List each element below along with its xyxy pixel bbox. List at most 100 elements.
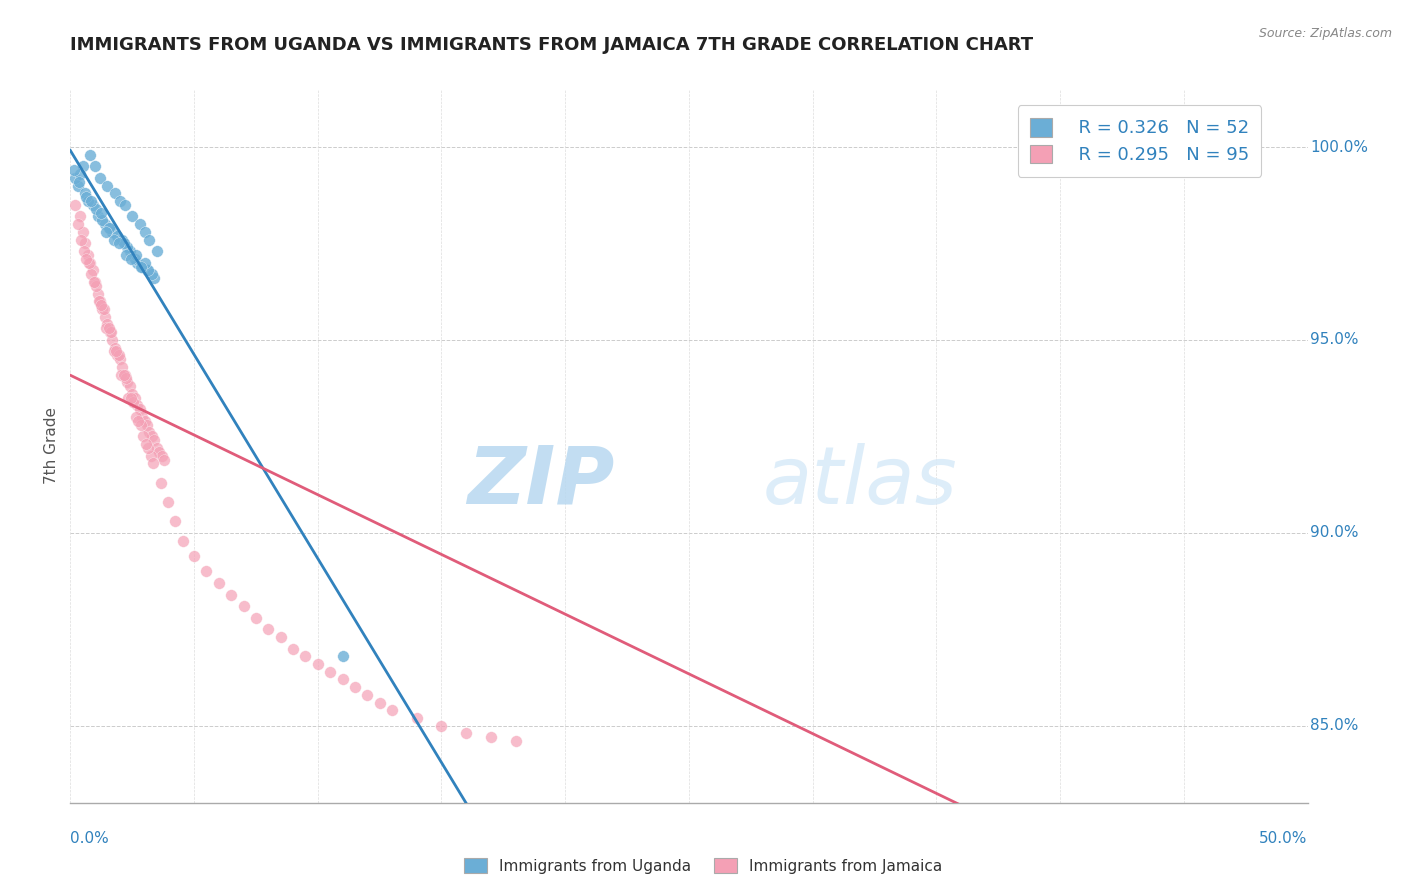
Point bbox=[129, 417, 152, 432]
Point bbox=[65, 170, 87, 185]
Point bbox=[307, 657, 329, 671]
Point bbox=[139, 449, 162, 463]
Point bbox=[76, 248, 98, 262]
Point bbox=[142, 456, 165, 470]
Text: 95.0%: 95.0% bbox=[1310, 333, 1358, 347]
Point bbox=[100, 325, 122, 339]
Point bbox=[112, 236, 135, 251]
Point bbox=[245, 610, 267, 624]
Point bbox=[96, 318, 118, 332]
Point bbox=[131, 260, 153, 274]
Point bbox=[103, 233, 125, 247]
Point bbox=[319, 665, 342, 679]
Point bbox=[72, 159, 94, 173]
Legend: Immigrants from Uganda, Immigrants from Jamaica: Immigrants from Uganda, Immigrants from … bbox=[457, 852, 949, 880]
Point bbox=[143, 434, 166, 448]
Text: 90.0%: 90.0% bbox=[1310, 525, 1358, 541]
Point bbox=[76, 194, 98, 208]
Point bbox=[101, 225, 124, 239]
Point bbox=[96, 321, 118, 335]
Point bbox=[136, 417, 159, 432]
Point bbox=[84, 159, 107, 173]
Point bbox=[257, 622, 280, 636]
Point bbox=[94, 217, 117, 231]
Point bbox=[66, 217, 89, 231]
Point bbox=[172, 533, 194, 548]
Point bbox=[115, 376, 138, 390]
Point bbox=[82, 198, 104, 212]
Point bbox=[183, 549, 205, 563]
Point bbox=[121, 387, 143, 401]
Point bbox=[118, 379, 141, 393]
Point bbox=[84, 279, 107, 293]
Point bbox=[107, 348, 129, 362]
Point bbox=[112, 368, 135, 382]
Point bbox=[128, 402, 150, 417]
Point bbox=[125, 248, 148, 262]
Point bbox=[146, 244, 169, 259]
Point bbox=[84, 275, 107, 289]
Point bbox=[96, 178, 118, 193]
Point bbox=[131, 410, 153, 425]
Point bbox=[343, 680, 366, 694]
Point bbox=[195, 565, 218, 579]
Point bbox=[208, 576, 231, 591]
Text: 0.0%: 0.0% bbox=[70, 831, 110, 847]
Point bbox=[77, 256, 100, 270]
Point bbox=[104, 186, 127, 201]
Text: 50.0%: 50.0% bbox=[1260, 831, 1308, 847]
Point bbox=[128, 217, 150, 231]
Point bbox=[115, 240, 138, 254]
Point bbox=[122, 394, 145, 409]
Point bbox=[89, 294, 111, 309]
Point bbox=[98, 221, 121, 235]
Point bbox=[96, 225, 118, 239]
Point bbox=[141, 429, 163, 443]
Point bbox=[124, 252, 146, 266]
Point bbox=[456, 726, 478, 740]
Point bbox=[125, 410, 148, 425]
Point bbox=[83, 275, 105, 289]
Point bbox=[143, 271, 166, 285]
Point bbox=[120, 252, 142, 266]
Point bbox=[69, 210, 91, 224]
Point bbox=[66, 178, 89, 193]
Point bbox=[69, 167, 91, 181]
Point bbox=[118, 244, 141, 259]
Point bbox=[129, 260, 152, 274]
Point bbox=[115, 371, 138, 385]
Point bbox=[75, 190, 97, 204]
Point bbox=[332, 649, 354, 664]
Point bbox=[115, 248, 138, 262]
Text: atlas: atlas bbox=[763, 442, 957, 521]
Point bbox=[79, 148, 101, 162]
Point bbox=[157, 495, 180, 509]
Point bbox=[368, 696, 391, 710]
Point bbox=[108, 194, 131, 208]
Point bbox=[86, 210, 108, 224]
Point bbox=[132, 429, 155, 443]
Point bbox=[141, 268, 163, 282]
Point bbox=[281, 641, 304, 656]
Point bbox=[120, 391, 142, 405]
Point bbox=[332, 673, 354, 687]
Point bbox=[136, 263, 159, 277]
Point bbox=[111, 359, 134, 374]
Point bbox=[135, 437, 157, 451]
Point bbox=[505, 734, 527, 748]
Point bbox=[75, 186, 97, 201]
Point bbox=[90, 205, 112, 219]
Point bbox=[90, 298, 112, 312]
Point bbox=[101, 333, 124, 347]
Point bbox=[105, 348, 128, 362]
Point bbox=[73, 244, 96, 259]
Point bbox=[103, 344, 125, 359]
Point bbox=[1222, 132, 1244, 146]
Text: 85.0%: 85.0% bbox=[1310, 718, 1358, 733]
Y-axis label: 7th Grade: 7th Grade bbox=[44, 408, 59, 484]
Legend:   R = 0.326   N = 52,   R = 0.295   N = 95: R = 0.326 N = 52, R = 0.295 N = 95 bbox=[1018, 105, 1261, 177]
Point bbox=[89, 170, 111, 185]
Point bbox=[148, 444, 170, 458]
Point bbox=[70, 233, 93, 247]
Point bbox=[165, 514, 187, 528]
